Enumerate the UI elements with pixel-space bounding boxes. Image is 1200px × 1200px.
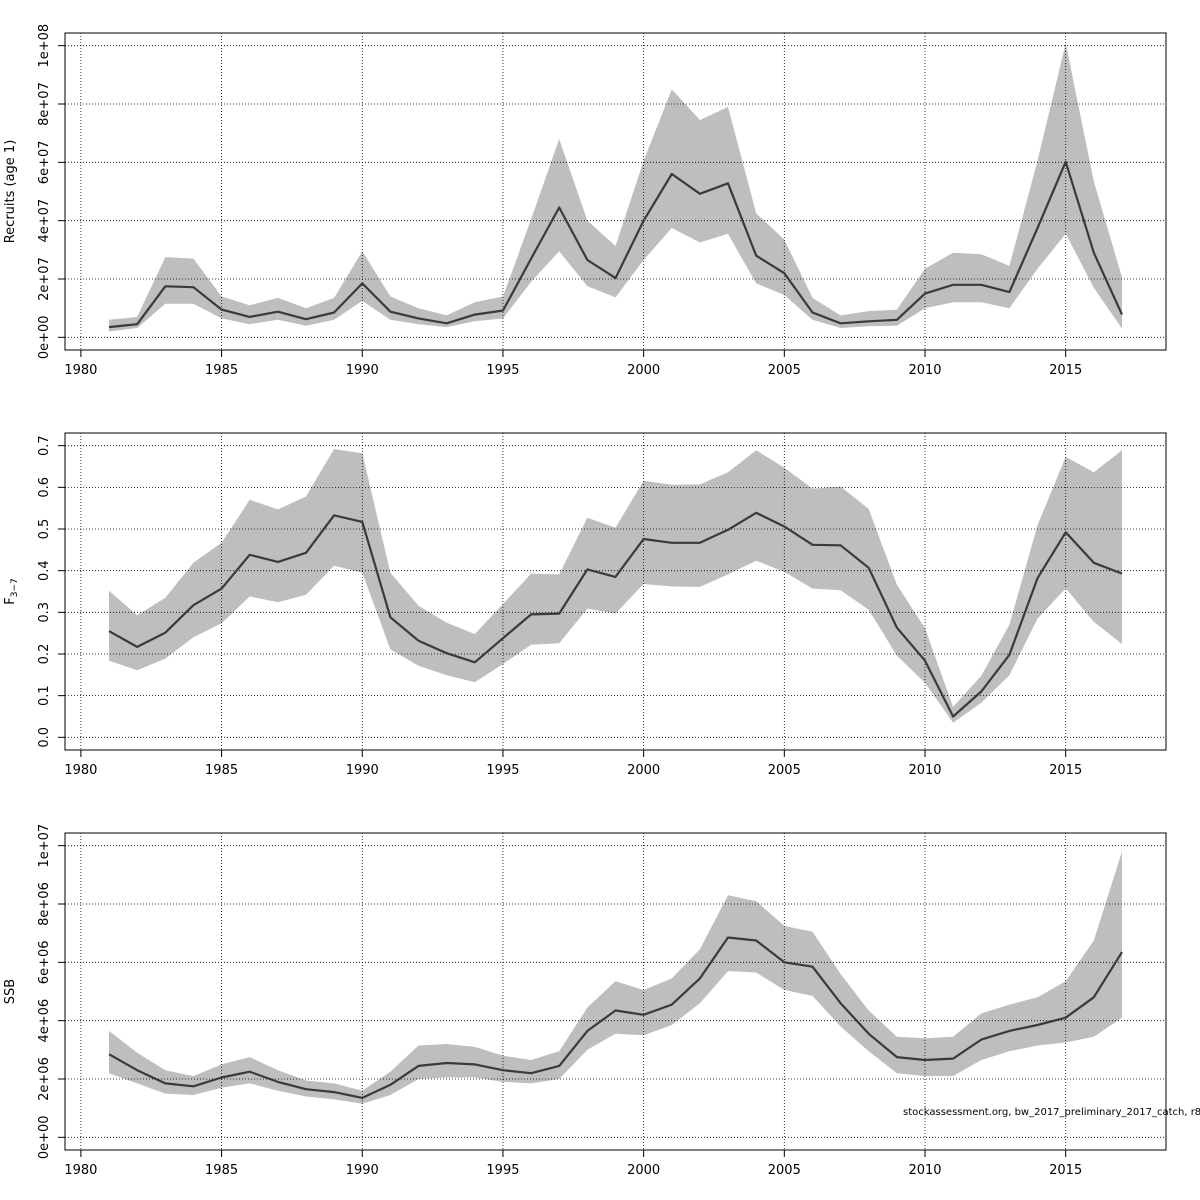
y-tick-label: 6e+06 bbox=[37, 940, 52, 984]
x-tick-label: 2005 bbox=[768, 363, 801, 378]
y-tick-label: 4e+07 bbox=[37, 199, 52, 243]
x-tick-label: 1995 bbox=[486, 763, 519, 778]
panel-1: 1980 1985 1990 1995 2000 2005 2010 2015 0e+00 2e+… bbox=[3, 24, 1167, 378]
plot-frame bbox=[64, 432, 1167, 751]
x-tick-label: 2010 bbox=[908, 1163, 941, 1178]
x-tick-label: 2000 bbox=[627, 1163, 660, 1178]
y-tick-label: 0.2 bbox=[37, 644, 52, 665]
y-tick-label: 2e+06 bbox=[37, 1057, 52, 1101]
estimate-line bbox=[108, 160, 1124, 329]
x-tick-label: 1980 bbox=[64, 363, 97, 378]
x-tick-label: 1995 bbox=[486, 363, 519, 378]
y-tick-label: 0.7 bbox=[37, 435, 52, 456]
panel-2: 1980 1985 1990 1995 2000 2005 2010 2015 0.0 0.1 0.… bbox=[3, 432, 1167, 778]
y-tick-label: 8e+07 bbox=[37, 82, 52, 126]
estimate-line bbox=[108, 936, 1123, 1099]
y-tick-label: 0.3 bbox=[37, 602, 52, 623]
y-tick-label: 1e+08 bbox=[37, 24, 52, 68]
x-tick-label: 1985 bbox=[205, 363, 238, 378]
source-annotation: stockassessment.org, bw_2017_preliminary… bbox=[903, 1107, 1200, 1118]
confidence-band bbox=[109, 43, 1122, 332]
x-tick-label: 1985 bbox=[205, 1163, 238, 1178]
estimate-line bbox=[108, 511, 1123, 718]
x-tick-label: 1980 bbox=[64, 1163, 97, 1178]
x-tick-label: 2010 bbox=[908, 763, 941, 778]
y-tick-label: 0e+00 bbox=[37, 1115, 52, 1159]
confidence-band bbox=[109, 449, 1122, 723]
y-tick-label: 0.1 bbox=[37, 685, 52, 706]
x-tick-label: 2005 bbox=[768, 763, 801, 778]
y-axis-title: F3−7 bbox=[3, 578, 20, 604]
x-tick-label: 2015 bbox=[1049, 763, 1082, 778]
panel-3: 1980 1985 1990 1995 2000 2005 2010 2015 0e+00 2e+… bbox=[3, 824, 1200, 1178]
x-tick-label: 1990 bbox=[346, 763, 379, 778]
confidence-band bbox=[109, 851, 1122, 1104]
y-tick-label: 0.0 bbox=[37, 727, 52, 748]
x-tick-label: 2015 bbox=[1049, 363, 1082, 378]
y-tick-label: 4e+06 bbox=[37, 999, 52, 1043]
plot-frame bbox=[64, 32, 1167, 351]
x-tick-label: 2010 bbox=[908, 363, 941, 378]
x-tick-label: 2000 bbox=[627, 363, 660, 378]
y-tick-label: 0e+00 bbox=[37, 315, 52, 359]
x-tick-label: 1990 bbox=[346, 1163, 379, 1178]
x-tick-label: 1995 bbox=[486, 1163, 519, 1178]
plot-frame bbox=[64, 832, 1167, 1151]
y-tick-label: 2e+07 bbox=[37, 257, 52, 301]
x-tick-label: 2005 bbox=[768, 1163, 801, 1178]
y-tick-label: 0.6 bbox=[37, 477, 52, 498]
x-tick-label: 1980 bbox=[64, 763, 97, 778]
y-tick-label: 0.4 bbox=[37, 560, 52, 581]
y-axis-title: SSB bbox=[3, 979, 18, 1004]
x-tick-label: 2000 bbox=[627, 763, 660, 778]
y-tick-label: 0.5 bbox=[37, 519, 52, 540]
x-tick-label: 1990 bbox=[346, 363, 379, 378]
x-tick-label: 1985 bbox=[205, 763, 238, 778]
y-tick-label: 6e+07 bbox=[37, 140, 52, 184]
x-tick-label: 2015 bbox=[1049, 1163, 1082, 1178]
y-axis-title-subscript: 3−7 bbox=[10, 578, 20, 597]
y-axis-title: Recruits (age 1) bbox=[3, 140, 18, 244]
y-axis-title-main: F bbox=[3, 597, 18, 604]
y-tick-label: 8e+06 bbox=[37, 882, 52, 926]
y-tick-label: 1e+07 bbox=[37, 824, 52, 868]
